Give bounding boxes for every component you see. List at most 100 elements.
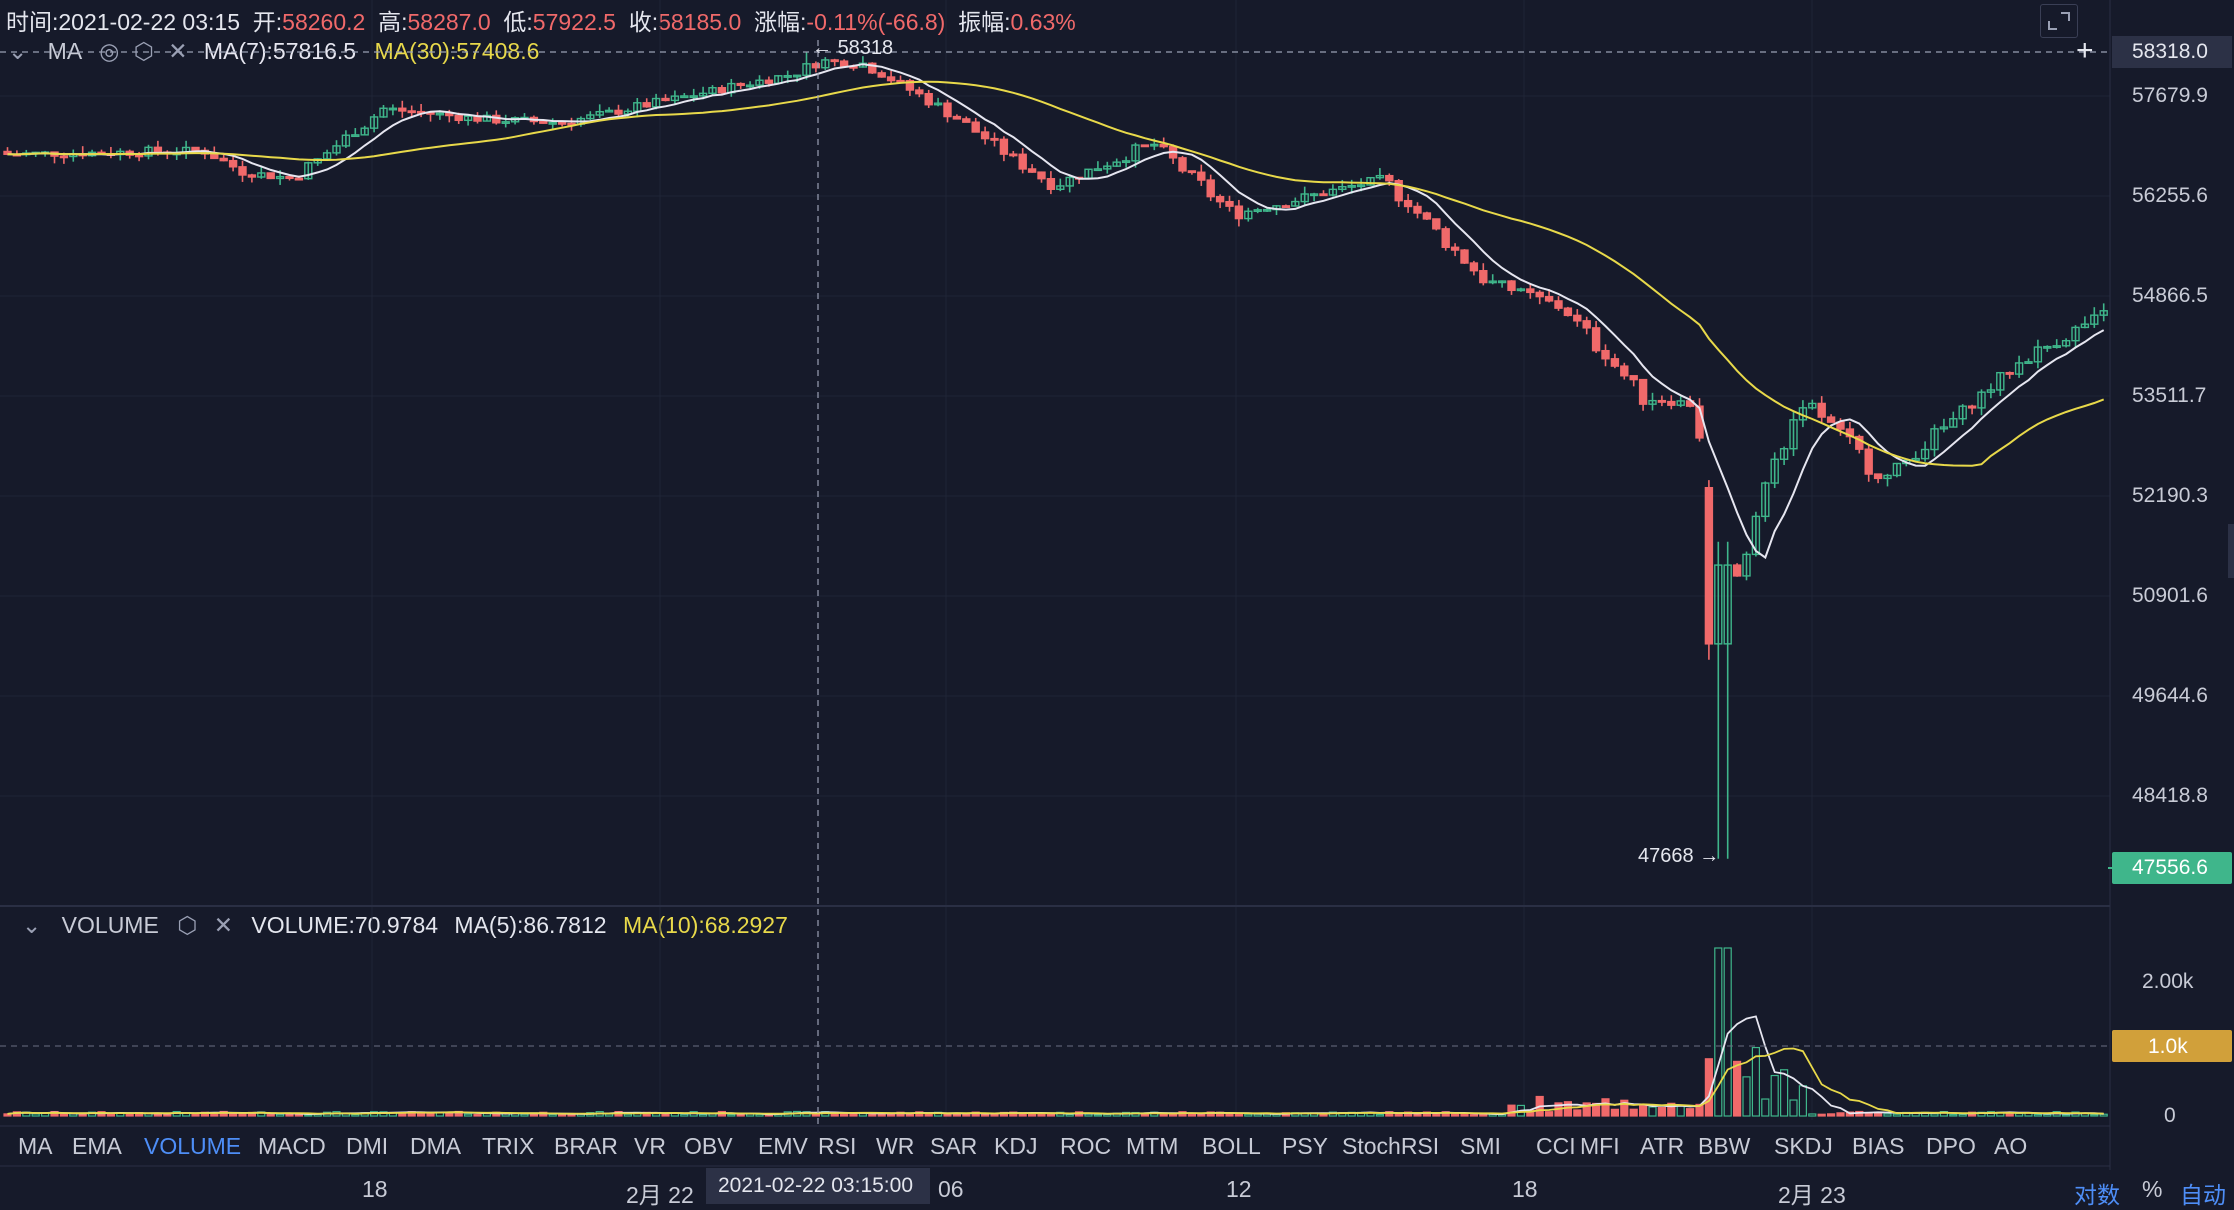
volume-bar xyxy=(1272,1113,1281,1117)
indicator-tab-bbw[interactable]: BBW xyxy=(1698,1133,1751,1159)
indicator-tab-vr[interactable]: VR xyxy=(634,1133,666,1159)
volume-bar xyxy=(1103,1113,1112,1117)
candle-body xyxy=(294,177,304,181)
volume-bar xyxy=(529,1112,539,1117)
volume-bar xyxy=(952,1112,962,1117)
indicator-tab-mtm[interactable]: MTM xyxy=(1126,1133,1179,1159)
candle-body xyxy=(388,107,398,111)
close-icon[interactable]: ✕ xyxy=(168,38,188,64)
indicator-tab-kdj[interactable]: KDJ xyxy=(994,1133,1038,1159)
volume-bar xyxy=(1742,1076,1751,1117)
eye-icon[interactable]: ◎ xyxy=(99,38,120,64)
indicator-tab-rsi[interactable]: RSI xyxy=(818,1133,857,1159)
log-scale-toggle[interactable]: 对数 xyxy=(2074,1182,2120,1208)
candle-body xyxy=(1883,474,1892,480)
volume-bar xyxy=(1300,1112,1309,1117)
indicator-tab-trix[interactable]: TRIX xyxy=(482,1133,535,1159)
indicator-tab-brar[interactable]: BRAR xyxy=(554,1133,618,1159)
price-axis-label: 48418.8 xyxy=(2132,784,2208,807)
volume-bar xyxy=(1168,1113,1178,1117)
candle-body xyxy=(971,121,980,133)
indicator-tab-dma[interactable]: DMA xyxy=(410,1133,462,1159)
auto-scale-toggle[interactable]: 自动 xyxy=(2180,1182,2226,1208)
volume-bar xyxy=(933,1111,943,1117)
indicator-tab-smi[interactable]: SMI xyxy=(1460,1133,1501,1159)
time-axis-label: 18 xyxy=(1512,1176,1538,1202)
indicator-tab-mfi[interactable]: MFI xyxy=(1580,1133,1620,1159)
candle-body xyxy=(727,82,736,94)
time-value: 2021-02-22 03:15 xyxy=(58,9,240,35)
indicator-tab-dmi[interactable]: DMI xyxy=(346,1133,389,1159)
candle-body xyxy=(1977,391,1986,409)
indicator-tab-roc[interactable]: ROC xyxy=(1060,1133,1112,1159)
candle-body xyxy=(379,107,388,118)
candle-body xyxy=(802,63,811,76)
indicator-tab-boll[interactable]: BOLL xyxy=(1202,1133,1261,1159)
volume-bar xyxy=(1826,1113,1836,1117)
indicator-tab-cci[interactable]: CCI xyxy=(1536,1133,1576,1159)
indicator-tab-volume[interactable]: VOLUME xyxy=(144,1133,242,1159)
volume-bar xyxy=(144,1112,153,1117)
candle-body xyxy=(1159,143,1168,148)
volume-bar xyxy=(980,1113,990,1117)
volume-bar xyxy=(351,1113,360,1117)
fullscreen-button[interactable] xyxy=(2040,4,2078,38)
volume-bar xyxy=(614,1110,623,1117)
indicator-tab-psy[interactable]: PSY xyxy=(1282,1133,1329,1159)
candle-body xyxy=(1328,188,1338,196)
ma-legend: ⌄ MA ◎ ⬡ ✕ MA(7):57816.5 MA(30):57408.6 xyxy=(8,38,539,65)
price-axis-label: 58318.0 xyxy=(2132,40,2208,63)
side-panel-handle[interactable] xyxy=(2228,524,2234,578)
candle-body xyxy=(69,153,78,158)
volume-settings-icon[interactable]: ⬡ xyxy=(177,912,198,938)
volume-bar xyxy=(1789,1099,1798,1117)
indicator-tab-bias[interactable]: BIAS xyxy=(1852,1133,1905,1159)
volume-bar xyxy=(511,1112,520,1117)
candle-body xyxy=(642,102,651,108)
candle-body xyxy=(3,150,12,155)
indicator-tab-dpo[interactable]: DPO xyxy=(1926,1133,1976,1159)
indicator-tab-emv[interactable]: EMV xyxy=(758,1133,808,1159)
candle-body xyxy=(1018,153,1027,170)
volume-bar xyxy=(1676,1105,1685,1117)
indicator-tab-stochrsi[interactable]: StochRSI xyxy=(1342,1133,1440,1159)
candle-body xyxy=(1309,193,1319,197)
volume-ma10-line xyxy=(7,1047,2104,1115)
candle-body xyxy=(821,59,830,69)
volume-crosshair-label: 1.0k xyxy=(2148,1035,2188,1058)
volume-bar xyxy=(426,1112,435,1117)
candle-body xyxy=(1394,180,1403,202)
volume-bar xyxy=(1112,1112,1121,1117)
indicator-tab-atr[interactable]: ATR xyxy=(1640,1133,1685,1159)
settings-icon[interactable]: ⬡ xyxy=(133,38,154,64)
indicator-tab-wr[interactable]: WR xyxy=(876,1133,915,1159)
candle-body xyxy=(172,152,181,156)
candle-body xyxy=(2061,339,2071,347)
volume-bar xyxy=(1037,1113,1046,1117)
candle-body xyxy=(708,87,717,95)
indicator-tab-sar[interactable]: SAR xyxy=(930,1133,978,1159)
indicator-tab-obv[interactable]: OBV xyxy=(684,1133,733,1159)
candle-body xyxy=(1206,179,1215,198)
volume-bar xyxy=(1027,1112,1037,1117)
candle-body xyxy=(1620,365,1629,377)
indicator-tab-ema[interactable]: EMA xyxy=(72,1133,122,1159)
collapse-icon[interactable]: ⌄ xyxy=(8,38,28,64)
volume-bar xyxy=(1892,1113,1902,1117)
volume-value: VOLUME:70.9784 xyxy=(251,912,439,938)
indicator-tab-skdj[interactable]: SKDJ xyxy=(1774,1133,1833,1159)
candle-body xyxy=(1676,400,1685,406)
volume-bar xyxy=(1309,1112,1319,1117)
add-alert-button[interactable]: + xyxy=(2076,36,2106,66)
indicator-tab-ma[interactable]: MA xyxy=(18,1133,53,1159)
candle-body xyxy=(285,175,294,180)
indicator-tab-ao[interactable]: AO xyxy=(1994,1133,2028,1159)
percent-scale-toggle[interactable]: % xyxy=(2142,1176,2163,1202)
volume-collapse-icon[interactable]: ⌄ xyxy=(22,912,42,938)
indicator-tab-macd[interactable]: MACD xyxy=(258,1133,326,1159)
volume-bar xyxy=(1779,1069,1789,1117)
volume-close-icon[interactable]: ✕ xyxy=(213,912,233,938)
volume-bar xyxy=(1469,1114,1479,1117)
volume-bar xyxy=(1507,1104,1516,1117)
